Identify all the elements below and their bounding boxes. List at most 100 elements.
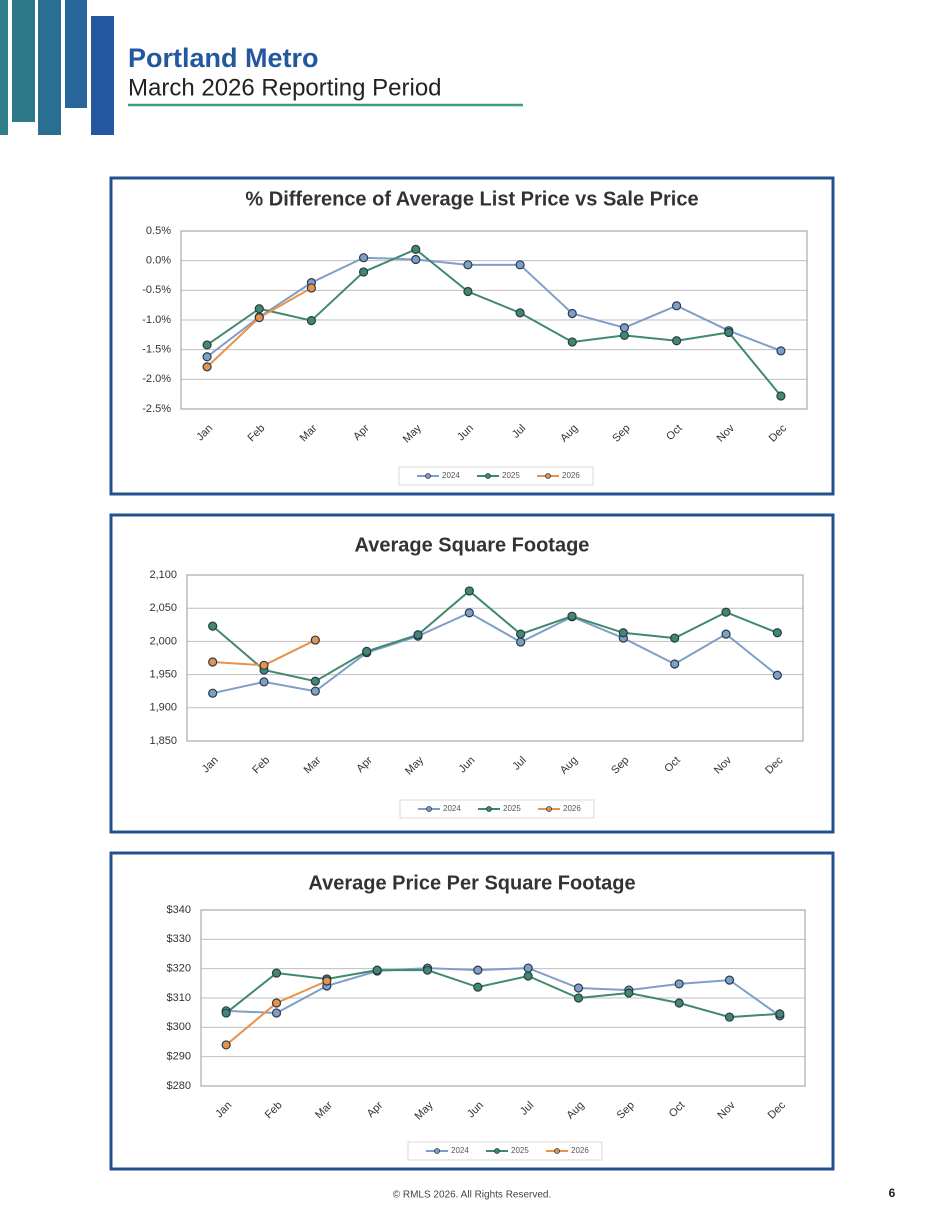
legend-marker <box>494 1148 500 1154</box>
chart-frame <box>109 851 835 1171</box>
data-point <box>674 998 684 1008</box>
data-point <box>254 313 264 323</box>
data-point <box>372 965 382 975</box>
data-point <box>624 988 634 998</box>
data-point <box>271 998 282 1008</box>
legend-marker <box>425 473 431 479</box>
y-tick-label: 0.5% <box>146 225 171 237</box>
y-tick-label: -2.0% <box>142 373 171 385</box>
legend-label: 2026 <box>563 804 581 813</box>
y-tick-label: 1,950 <box>149 669 177 681</box>
data-point <box>208 621 218 631</box>
data-point <box>221 1008 231 1018</box>
legend-marker <box>485 473 491 479</box>
data-point <box>310 686 320 696</box>
y-tick-label: $290 <box>167 1051 191 1063</box>
legend-marker <box>554 1148 560 1154</box>
data-point <box>523 971 533 981</box>
y-tick-label: 1,900 <box>149 702 177 714</box>
data-point <box>464 586 474 596</box>
chart-title: % Difference of Average List Price vs Sa… <box>245 188 698 210</box>
plot-area <box>200 909 806 1087</box>
y-tick-label: $340 <box>167 904 191 916</box>
y-tick-label: $300 <box>167 1021 191 1033</box>
legend-label: 2024 <box>442 471 460 480</box>
data-point <box>670 659 680 669</box>
chart: % Difference of Average List Price vs Sa… <box>109 176 835 496</box>
data-point <box>411 254 421 265</box>
data-point <box>259 677 269 687</box>
y-tick-label: -1.0% <box>142 314 171 326</box>
data-point <box>259 660 269 670</box>
copyright: © RMLS 2026. All Rights Reserved. <box>393 1190 552 1201</box>
data-point <box>306 283 317 293</box>
legend-label: 2026 <box>562 471 580 480</box>
data-point <box>463 286 473 297</box>
data-point <box>573 983 584 993</box>
data-point <box>221 1040 231 1050</box>
data-point <box>271 1008 282 1018</box>
plot-area <box>180 230 808 410</box>
y-tick-label: $320 <box>167 963 191 975</box>
data-point <box>358 253 369 263</box>
data-point <box>618 628 628 638</box>
series-line <box>212 611 778 695</box>
data-point <box>567 308 577 319</box>
y-tick-label: $330 <box>167 933 191 945</box>
data-point <box>776 346 786 356</box>
chart: Average Price Per Square Footage $340 $330… <box>109 851 835 1171</box>
data-point <box>202 352 212 362</box>
data-point <box>670 633 680 643</box>
y-tick-label: 0.0% <box>146 255 171 267</box>
series-line <box>206 256 782 358</box>
legend-marker <box>426 806 432 812</box>
data-point <box>463 260 473 270</box>
page-title: Portland Metro <box>128 43 319 73</box>
data-point <box>362 646 372 656</box>
data-point <box>464 608 474 618</box>
data-point <box>516 629 526 639</box>
data-point <box>515 260 525 270</box>
y-tick-label: -2.5% <box>142 403 171 415</box>
data-point <box>306 315 317 326</box>
data-point <box>724 327 734 338</box>
data-point <box>674 979 684 989</box>
data-point <box>254 304 264 314</box>
page-number: 6 <box>889 1186 896 1200</box>
data-point <box>567 611 577 621</box>
y-tick-label: -1.5% <box>142 344 171 356</box>
data-point <box>310 676 320 686</box>
data-point <box>310 635 320 645</box>
series-line <box>225 969 780 1019</box>
data-point <box>516 637 526 647</box>
data-point <box>202 362 212 372</box>
data-point <box>772 628 782 638</box>
data-point <box>202 340 212 350</box>
series-line <box>206 248 782 397</box>
y-tick-label: 1,850 <box>149 735 177 747</box>
data-point <box>573 993 584 1003</box>
legend-marker <box>546 806 552 812</box>
data-point <box>721 629 731 639</box>
chart-title: Average Price Per Square Footage <box>308 872 635 894</box>
y-tick-label: 2,000 <box>149 635 177 647</box>
chart-frame <box>109 513 835 834</box>
data-point <box>422 965 433 975</box>
data-point <box>473 965 483 975</box>
legend-marker <box>486 806 492 812</box>
data-point <box>772 670 782 680</box>
legend-label: 2025 <box>502 471 520 480</box>
data-point <box>671 301 682 311</box>
series-line <box>226 967 781 1017</box>
legend-label: 2026 <box>571 1146 589 1155</box>
data-point <box>776 391 786 401</box>
data-point <box>724 975 735 985</box>
data-point <box>208 657 218 667</box>
legend-label: 2024 <box>451 1146 469 1155</box>
chart-title: Average Square Footage <box>355 534 590 556</box>
data-point <box>411 244 421 254</box>
y-tick-label: -0.5% <box>142 284 171 296</box>
series-line <box>212 589 778 683</box>
data-point <box>567 337 577 347</box>
